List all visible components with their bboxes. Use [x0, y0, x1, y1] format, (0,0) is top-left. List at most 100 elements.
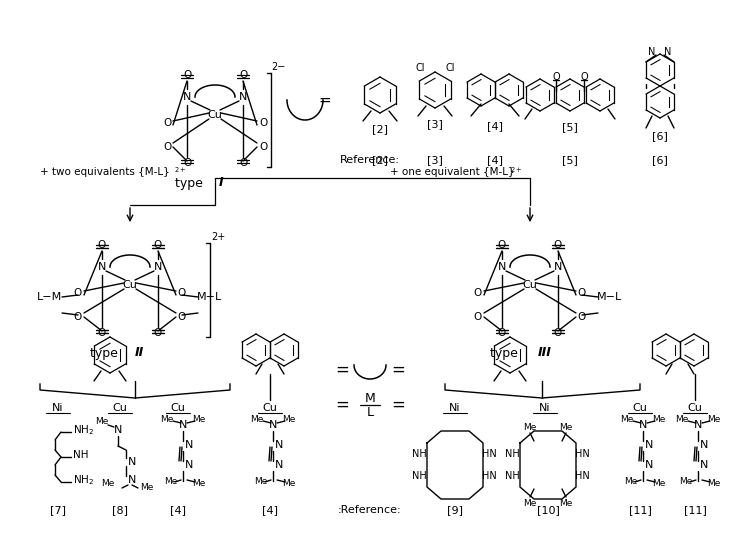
Text: [11]: [11]: [629, 505, 651, 515]
Text: NH$_2$: NH$_2$: [73, 423, 94, 437]
Text: [5]: [5]: [562, 155, 578, 165]
Text: Me: Me: [559, 498, 573, 507]
Text: O: O: [259, 118, 267, 128]
Text: NH: NH: [412, 449, 427, 459]
Text: [3]: [3]: [427, 119, 443, 129]
Text: N: N: [648, 47, 656, 57]
Text: [4]: [4]: [487, 155, 503, 165]
Text: Me: Me: [282, 415, 296, 423]
Text: NH: NH: [505, 471, 520, 481]
Text: M−L: M−L: [198, 292, 222, 302]
Text: HN: HN: [575, 449, 590, 459]
Text: Cu: Cu: [113, 403, 128, 413]
Text: Me: Me: [675, 415, 689, 423]
Text: N: N: [645, 440, 653, 450]
Text: Cu: Cu: [207, 110, 222, 120]
Text: Me: Me: [282, 478, 296, 487]
Text: O: O: [239, 70, 247, 80]
Text: [5]: [5]: [562, 122, 578, 132]
Text: O: O: [154, 328, 162, 338]
Text: N: N: [182, 92, 192, 102]
Text: N: N: [154, 262, 162, 272]
Text: =: =: [318, 93, 331, 108]
Text: O: O: [74, 288, 82, 298]
Text: HN: HN: [481, 471, 496, 481]
Text: NH: NH: [73, 450, 89, 460]
Text: type: type: [175, 176, 207, 189]
Text: HN: HN: [575, 471, 590, 481]
Text: [9]: [9]: [447, 505, 463, 515]
Text: O: O: [183, 70, 191, 80]
Text: [6]: [6]: [652, 131, 668, 141]
Text: Me: Me: [624, 477, 638, 486]
Text: O: O: [154, 240, 162, 250]
Text: [11]: [11]: [683, 505, 707, 515]
Text: Me: Me: [523, 498, 537, 507]
Text: Ni: Ni: [539, 403, 550, 413]
Text: Me: Me: [707, 478, 721, 487]
Text: [10]: [10]: [536, 505, 559, 515]
Text: O: O: [552, 72, 559, 82]
Text: O: O: [98, 240, 106, 250]
Text: O: O: [474, 288, 482, 298]
Text: N: N: [700, 440, 708, 450]
Text: Me: Me: [140, 483, 153, 492]
Text: L−M: L−M: [38, 292, 62, 302]
Text: N: N: [128, 457, 137, 467]
Text: Reference:: Reference:: [340, 155, 400, 165]
Text: N: N: [114, 425, 122, 435]
Text: NH$_2$: NH$_2$: [73, 473, 94, 487]
Text: Me: Me: [160, 415, 173, 423]
Text: [2]: [2]: [372, 155, 388, 165]
Text: N: N: [645, 460, 653, 470]
Text: [4]: [4]: [487, 121, 503, 131]
Text: Ni: Ni: [53, 403, 64, 413]
Text: $^{2+}$: $^{2+}$: [510, 167, 523, 177]
Text: 2+: 2+: [211, 232, 225, 242]
Text: O: O: [581, 72, 588, 82]
Text: O: O: [554, 328, 562, 338]
Text: Me: Me: [620, 415, 634, 423]
Text: O: O: [554, 240, 562, 250]
Text: O: O: [178, 312, 186, 322]
Text: + two equivalents {M-L}: + two equivalents {M-L}: [41, 167, 170, 177]
Text: N: N: [239, 92, 247, 102]
Text: Cl: Cl: [445, 63, 455, 73]
Text: [8]: [8]: [112, 505, 128, 515]
Text: O: O: [474, 312, 482, 322]
Text: N: N: [694, 420, 702, 430]
Text: L: L: [366, 406, 373, 420]
Text: O: O: [578, 288, 586, 298]
Text: Me: Me: [653, 415, 665, 423]
Text: N: N: [700, 460, 708, 470]
Text: Cu: Cu: [688, 403, 702, 413]
Text: [4]: [4]: [262, 505, 278, 515]
Text: [2]: [2]: [372, 124, 388, 134]
Text: N: N: [275, 440, 283, 450]
Text: =: =: [335, 396, 349, 414]
Text: N: N: [185, 460, 193, 470]
Text: + one equivalent {M-L}: + one equivalent {M-L}: [390, 167, 514, 177]
Text: [7]: [7]: [50, 505, 66, 515]
Text: Me: Me: [164, 477, 178, 486]
Text: Me: Me: [192, 415, 206, 423]
Text: Cu: Cu: [632, 403, 647, 413]
Text: Ni: Ni: [449, 403, 461, 413]
Text: O: O: [498, 328, 506, 338]
Text: Cu: Cu: [122, 280, 137, 290]
Text: HN: HN: [481, 449, 496, 459]
Text: Me: Me: [101, 480, 114, 488]
Text: O: O: [163, 142, 171, 152]
Text: N: N: [185, 440, 193, 450]
Text: NH: NH: [505, 449, 520, 459]
Text: O: O: [178, 288, 186, 298]
Text: type: type: [90, 346, 122, 360]
Text: Me: Me: [653, 478, 665, 487]
Text: Me: Me: [707, 415, 721, 423]
Text: =: =: [391, 396, 405, 414]
Text: Me: Me: [192, 478, 206, 487]
Text: Me: Me: [523, 422, 537, 431]
Text: III: III: [538, 346, 552, 360]
Text: N: N: [665, 47, 671, 57]
Text: Me: Me: [680, 477, 692, 486]
